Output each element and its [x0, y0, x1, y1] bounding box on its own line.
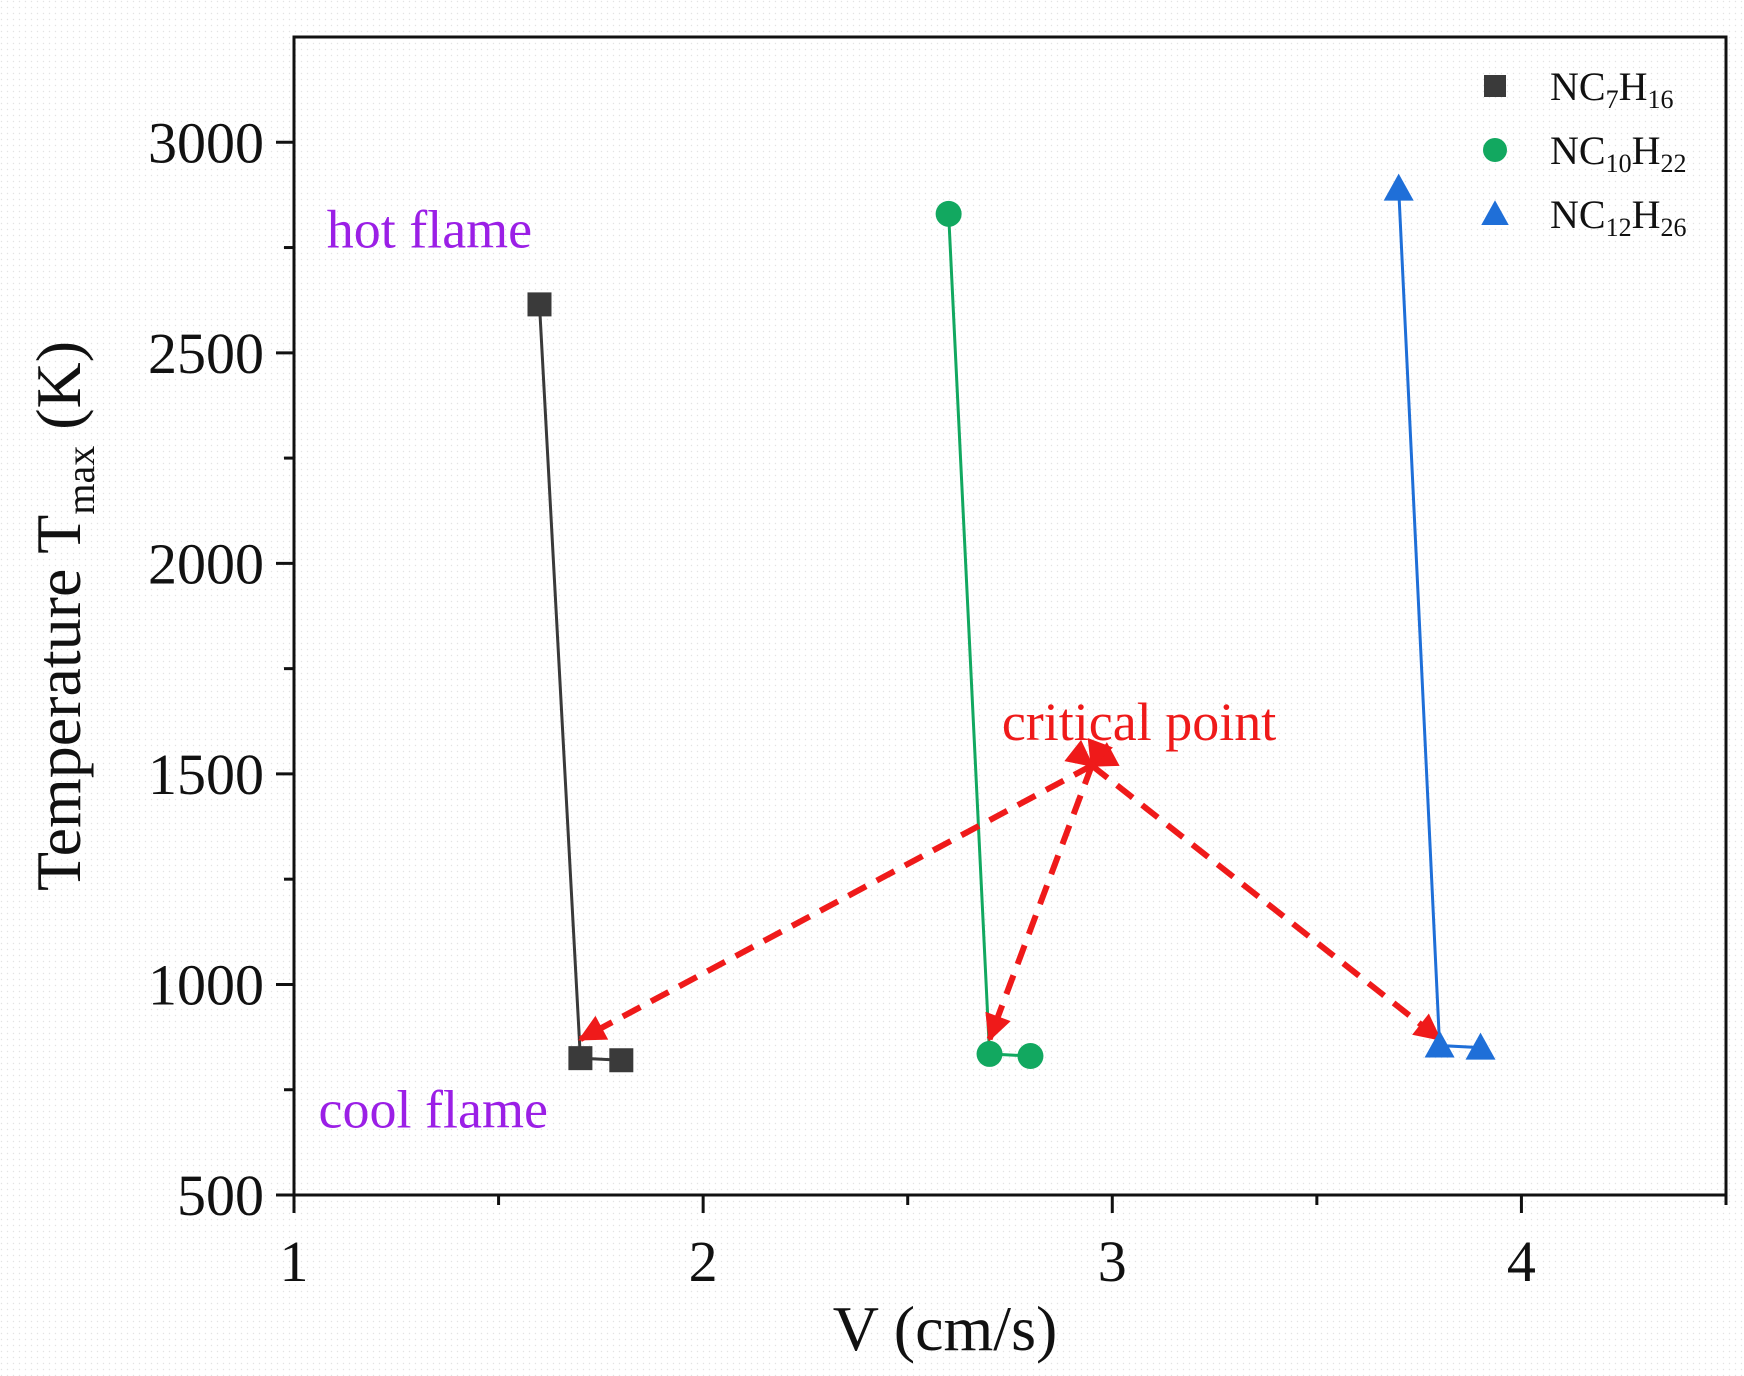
plot-area	[292, 35, 1728, 1197]
legend-label: NC10H22	[1550, 128, 1686, 178]
y-tick-label: 1500	[148, 742, 264, 807]
legend-label-text: H	[1632, 192, 1661, 237]
critical-point-arrows	[578, 737, 1442, 1042]
legend-label-text: H	[1619, 64, 1648, 109]
x-tick-label: 4	[1507, 1229, 1536, 1294]
y-tick-label: 1000	[148, 952, 264, 1017]
y-axis-label: Temperature Tmax (K)	[23, 341, 103, 891]
annotation-label: critical point	[1002, 692, 1276, 752]
legend-marker-circle	[1483, 138, 1507, 162]
data-point-circle	[1017, 1043, 1044, 1070]
data-point-square	[568, 1046, 593, 1071]
data-point-square	[527, 292, 552, 317]
data-point-square	[609, 1048, 634, 1073]
y-tick-label: 2000	[148, 531, 264, 596]
legend-marker-square	[1484, 75, 1506, 97]
annotation-label: hot flame	[327, 200, 532, 260]
legend-label-subscript: 26	[1660, 213, 1686, 242]
legend-label-subscript: 22	[1660, 149, 1686, 178]
y-axis-label-sub: max	[58, 446, 103, 515]
data-point-circle	[976, 1040, 1003, 1067]
data-point-triangle	[1465, 1032, 1496, 1060]
legend-marker-triangle	[1481, 200, 1509, 225]
y-tick-label: 3000	[148, 110, 264, 175]
data-point-triangle	[1424, 1030, 1455, 1058]
y-tick-label: 500	[177, 1163, 264, 1228]
series-markers	[527, 173, 1496, 1073]
x-axis-label: V (cm/s)	[833, 1293, 1058, 1364]
y-axis-label-main: Temperature T	[23, 515, 94, 891]
data-point-circle	[935, 200, 962, 227]
critical-point-arrow	[1064, 739, 1442, 1042]
y-axis-label-unit: (K)	[23, 341, 94, 446]
legend-label-text: NC	[1550, 64, 1606, 109]
annotations: hot flame cool flame critical point	[319, 200, 1277, 1140]
x-tick-label: 2	[689, 1229, 718, 1294]
legend-label-subscript: 16	[1647, 85, 1673, 114]
legend-label: NC12H26	[1550, 192, 1686, 242]
legend-label-subscript: 7	[1606, 85, 1619, 114]
legend-label-subscript: 10	[1606, 149, 1632, 178]
legend-label-subscript: 12	[1606, 213, 1632, 242]
legend-label: NC7H16	[1550, 64, 1673, 114]
legend-label-text: NC	[1550, 128, 1606, 173]
legend-label-text: NC	[1550, 192, 1606, 237]
y-tick-label: 2500	[148, 321, 264, 386]
x-tick-label: 1	[280, 1229, 309, 1294]
annotation-label: cool flame	[319, 1080, 548, 1140]
data-point-triangle	[1383, 173, 1414, 201]
legend-label-text: H	[1632, 128, 1661, 173]
x-tick-label: 3	[1098, 1229, 1127, 1294]
